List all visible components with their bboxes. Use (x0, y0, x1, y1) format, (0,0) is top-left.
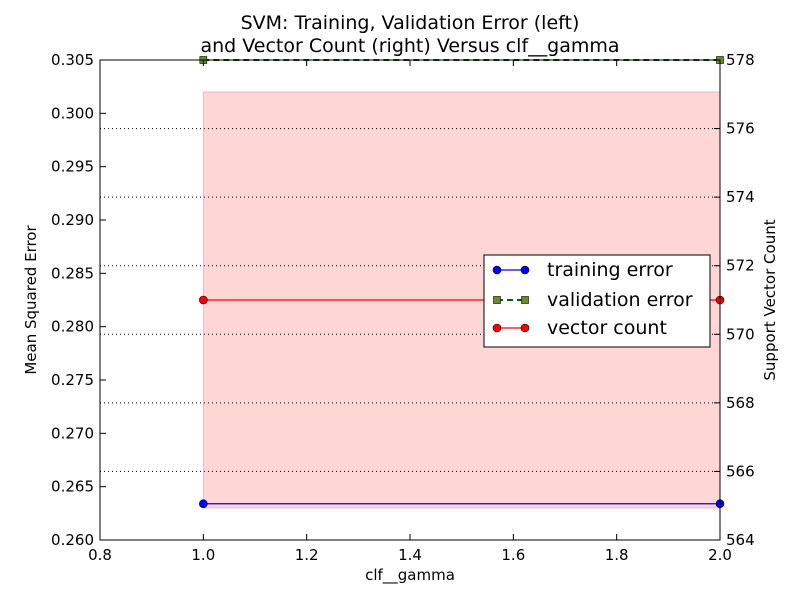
chart-title-line1: SVM: Training, Validation Error (left) (241, 12, 580, 34)
legend-label: validation error (547, 289, 693, 311)
data-point (199, 499, 208, 509)
legend-marker (493, 296, 501, 304)
y-left-tick-label: 0.275 (51, 371, 94, 389)
y-right-tick-label: 570 (726, 325, 755, 343)
y-right-tick-label: 576 (726, 120, 755, 138)
legend-entries: training error validation error vector cou… (492, 259, 693, 339)
x-tick-label: 2.0 (708, 546, 732, 564)
y-left-tick-label: 0.300 (51, 104, 94, 122)
x-tick-label: 1.8 (605, 546, 629, 564)
x-tick-label: 1.0 (191, 546, 215, 564)
x-tick-label: 1.6 (501, 546, 525, 564)
y-right-axis-ticks: 564 566 568 570 572 574 576 578 (714, 51, 755, 549)
y-right-tick-label: 566 (726, 462, 755, 480)
y-right-tick-label: 574 (726, 188, 755, 206)
x-tick-label: 0.8 (88, 546, 112, 564)
legend-label: vector count (547, 317, 667, 339)
legend: training error validation error vector cou… (483, 254, 711, 348)
x-axis-ticks: 0.8 1.0 1.2 1.4 1.6 1.8 2.0 (88, 60, 732, 564)
y-left-tick-label: 0.290 (51, 211, 94, 229)
legend-label: training error (547, 259, 673, 281)
x-tick-label: 1.2 (295, 546, 319, 564)
y-left-axis-label: Mean Squared Error (22, 225, 40, 375)
y-left-tick-label: 0.295 (51, 158, 94, 176)
x-tick-label: 1.4 (398, 546, 422, 564)
y-right-tick-label: 572 (726, 257, 755, 275)
y-left-axis-ticks: 0.260 0.265 0.270 0.275 0.280 0.285 0.290 0.295… (51, 51, 106, 549)
y-left-tick-label: 0.270 (51, 424, 94, 442)
legend-marker (520, 323, 530, 333)
y-right-tick-label: 568 (726, 394, 755, 412)
data-point (199, 295, 208, 305)
y-right-tick-label: 578 (726, 51, 755, 69)
y-left-tick-label: 0.305 (51, 51, 94, 69)
y-left-tick-label: 0.265 (51, 478, 94, 496)
y-left-tick-label: 0.280 (51, 318, 94, 336)
x-axis-label: clf__gamma (365, 566, 455, 585)
y-left-tick-label: 0.285 (51, 264, 94, 282)
legend-marker (521, 296, 529, 304)
legend-marker (492, 265, 502, 275)
y-right-axis-label: Support Vector Count (761, 219, 779, 380)
y-right-tick-label: 564 (726, 531, 755, 549)
legend-marker (520, 265, 530, 275)
series-training-error (199, 499, 725, 509)
legend-marker (492, 323, 502, 333)
chart-title-line2: and Vector Count (right) Versus clf__gam… (200, 35, 619, 57)
y-left-tick-label: 0.260 (51, 531, 94, 549)
